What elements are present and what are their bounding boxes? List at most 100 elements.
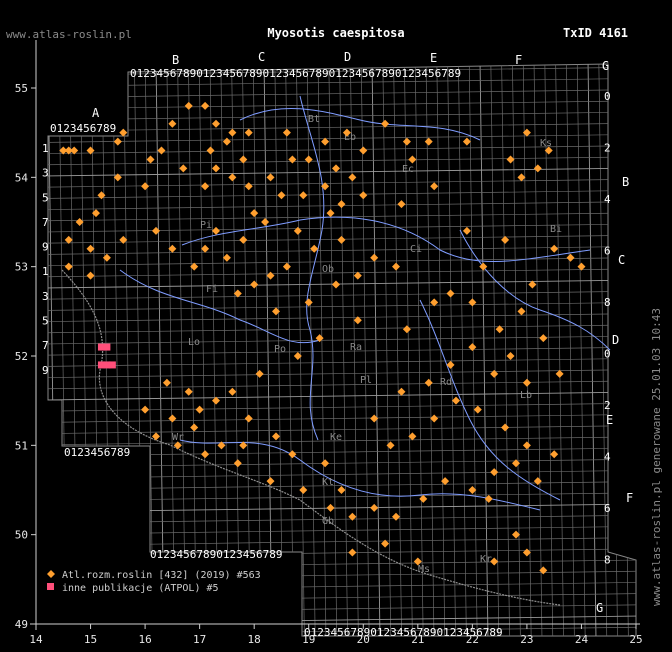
atlas-point bbox=[555, 369, 564, 378]
atlas-point bbox=[348, 173, 357, 182]
x-tick-label: 16 bbox=[138, 633, 151, 646]
site-url[interactable]: www.atlas-roslin.pl bbox=[6, 28, 132, 41]
atlas-point bbox=[206, 146, 215, 155]
atlas-point bbox=[233, 289, 242, 298]
zone-letter-right-F: F bbox=[626, 491, 633, 505]
atlas-point bbox=[468, 343, 477, 352]
atlas-point bbox=[446, 360, 455, 369]
atlas-point bbox=[64, 262, 73, 271]
atlas-point bbox=[424, 378, 433, 387]
atlas-point bbox=[272, 307, 280, 316]
atlas-point bbox=[321, 137, 330, 146]
region-label: Ks bbox=[540, 138, 552, 149]
atlas-point bbox=[266, 477, 275, 486]
atlas-point bbox=[228, 387, 237, 396]
x-tick-label: 25 bbox=[629, 633, 642, 646]
atlas-point bbox=[522, 128, 531, 137]
atlas-point bbox=[86, 271, 95, 280]
page-title: Myosotis caespitosa bbox=[267, 26, 405, 40]
atpol-point bbox=[103, 361, 111, 369]
y-tick-label: 49 bbox=[15, 618, 28, 631]
atlas-point bbox=[495, 325, 504, 334]
river-2 bbox=[181, 216, 591, 262]
atlas-point bbox=[522, 441, 531, 450]
atlas-point bbox=[506, 352, 515, 360]
atlas-point bbox=[321, 459, 330, 468]
atlas-point bbox=[550, 450, 559, 459]
atlas-point bbox=[244, 182, 253, 191]
atlas-point bbox=[326, 503, 335, 512]
region-label: Bi bbox=[550, 224, 562, 235]
atlas-point bbox=[468, 486, 477, 494]
atlas-point bbox=[173, 441, 182, 450]
atlas-point bbox=[381, 539, 390, 548]
atlas-point bbox=[353, 271, 362, 280]
x-tick-label: 19 bbox=[302, 633, 315, 646]
atlas-point bbox=[441, 477, 450, 486]
atlas-point bbox=[70, 146, 79, 155]
region-label: Eb bbox=[344, 132, 356, 143]
atlas-point bbox=[277, 191, 286, 200]
atlas-point bbox=[359, 146, 368, 155]
region-label: Kr bbox=[480, 554, 492, 565]
atlas-point bbox=[261, 218, 270, 226]
atlas-point bbox=[392, 262, 400, 271]
atlas-point bbox=[228, 173, 237, 182]
legend-marker-diamond bbox=[47, 570, 55, 578]
atlas-point bbox=[201, 101, 210, 110]
digit-right-4: 8 bbox=[604, 296, 611, 309]
atlas-point bbox=[446, 289, 455, 298]
atlas-point bbox=[490, 557, 499, 566]
atlas-point bbox=[190, 262, 199, 271]
x-tick-label: 24 bbox=[575, 633, 589, 646]
digit-left-2: 5 bbox=[42, 191, 49, 204]
atlas-point bbox=[490, 468, 499, 477]
zone-letter-right-B: B bbox=[622, 175, 629, 189]
atlas-point bbox=[430, 414, 439, 423]
digit-right-7: 4 bbox=[604, 451, 611, 464]
atlas-point bbox=[250, 280, 259, 289]
zone-letter-top-C: C bbox=[258, 50, 265, 64]
atlas-point bbox=[86, 244, 95, 253]
atlas-point bbox=[282, 128, 291, 137]
river-7 bbox=[239, 107, 481, 141]
digit-right-6: 2 bbox=[604, 399, 611, 412]
zone-letter-right-C: C bbox=[618, 253, 625, 267]
atlas-point bbox=[222, 253, 231, 262]
atlas-point bbox=[222, 137, 231, 146]
atlas-point bbox=[266, 173, 275, 182]
x-tick-label: 14 bbox=[29, 633, 43, 646]
region-label: Lb bbox=[520, 390, 532, 401]
region-labels: Eb Ec Bi Ci Ob Pi Fi Po Ra Lo Pl Rd Wr Lb Kt Ms Kr Ke Ks Bt… bbox=[172, 114, 562, 575]
atlas-point bbox=[370, 414, 379, 423]
atlas-point bbox=[239, 441, 248, 450]
y-tick-label: 54 bbox=[15, 171, 29, 184]
digit-strip-bottom-left: 01234567890123456789 bbox=[150, 548, 282, 561]
region-label: Po bbox=[274, 344, 286, 355]
atlas-point bbox=[381, 119, 390, 128]
atlas-point bbox=[162, 378, 171, 387]
atlas-point bbox=[195, 405, 204, 414]
atlas-point bbox=[386, 441, 395, 450]
atlas-point bbox=[299, 191, 308, 200]
zone-letter-top-G: G bbox=[602, 59, 609, 73]
atlas-point bbox=[501, 423, 510, 432]
legend-marker-square bbox=[47, 583, 54, 590]
atlas-point bbox=[179, 164, 188, 173]
atlas-point bbox=[397, 387, 406, 396]
river-3 bbox=[119, 269, 321, 344]
atlas-point bbox=[119, 128, 128, 137]
atlas-point bbox=[533, 164, 542, 173]
atpol-point bbox=[97, 361, 105, 369]
atlas-point bbox=[566, 253, 575, 262]
atlas-point bbox=[299, 486, 308, 494]
legend-label: Atl.rozm.roslin [432] (2019) #563 bbox=[62, 570, 261, 581]
atlas-point bbox=[244, 414, 253, 423]
digit-strip-A-bottom: 0123456789 bbox=[64, 446, 130, 459]
atlas-point bbox=[370, 253, 379, 262]
river-5 bbox=[179, 439, 541, 511]
grid-outline bbox=[47, 63, 637, 637]
atlas-point bbox=[550, 244, 559, 253]
atlas-point bbox=[348, 548, 357, 557]
